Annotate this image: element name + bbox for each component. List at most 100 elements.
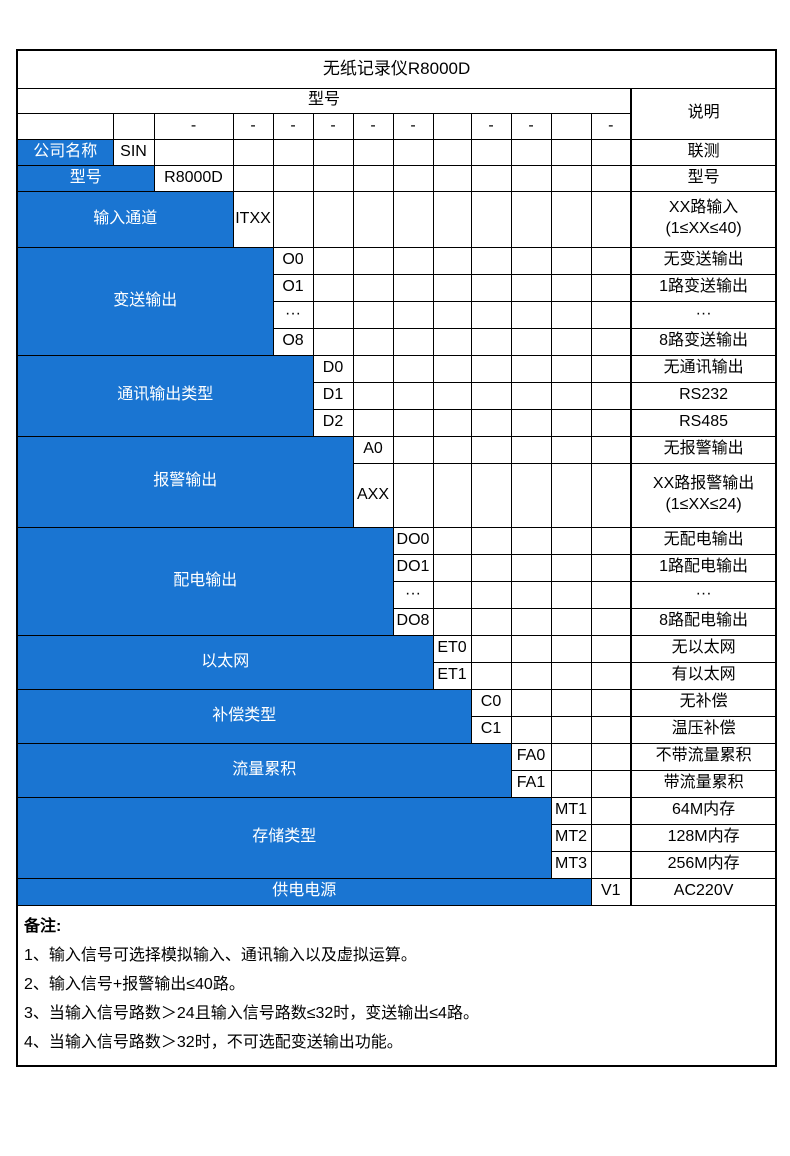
grid-cell — [392, 300, 434, 329]
grid-cell — [432, 354, 472, 383]
grid-cell — [550, 580, 592, 609]
grid-cell — [470, 246, 512, 275]
desc-cell: XX路报警输出 (1≤XX≤24) — [629, 462, 777, 528]
grid-cell — [550, 688, 592, 717]
model-selection-sheet: 无纸记录仪R8000D 型号 说明 --------- 公司名称 SIN 联测 … — [16, 49, 778, 1067]
grid-cell — [392, 273, 434, 302]
grid-cell — [392, 138, 434, 166]
table-row: AXX XX路报警输出 (1≤XX≤24) — [17, 462, 777, 528]
section-label-distribution-output: 配电输出 — [16, 526, 394, 636]
code-cell: O1 — [272, 273, 314, 302]
dash-cell: - — [312, 112, 354, 140]
table-row: 存储类型 MT1 64M内存 — [16, 796, 777, 879]
page-title: 无纸记录仪R8000D — [16, 49, 777, 89]
table-row: 公司名称 SIN 联测 — [16, 138, 777, 166]
desc-cell: 有以太网 — [629, 661, 777, 690]
code-cell: V1 — [590, 877, 632, 906]
grid-cell — [352, 164, 394, 192]
grid-cell — [550, 300, 592, 329]
grid-cell — [352, 138, 394, 166]
grid-cell — [432, 607, 472, 636]
grid-cell — [550, 769, 592, 798]
grid-cell — [352, 327, 394, 356]
grid-cell — [352, 190, 394, 248]
desc-cell: 无通讯输出 — [629, 354, 777, 383]
grid-cell — [470, 273, 512, 302]
section-label-model: 型号 — [16, 164, 155, 192]
grid-cell — [550, 138, 592, 166]
desc-cell: 8路变送输出 — [629, 327, 777, 356]
desc-cell: 128M内存 — [629, 823, 777, 852]
desc-cell: ··· — [629, 300, 777, 329]
code-cell: SIN — [112, 138, 155, 166]
section-label-compensation: 补偿类型 — [16, 688, 472, 744]
grid-cell — [590, 300, 632, 329]
grid-cell — [590, 462, 632, 528]
grid-cell — [510, 408, 552, 437]
grid-cell — [312, 246, 354, 275]
code-cell: D2 — [312, 408, 354, 437]
code-cell: ITXX — [232, 190, 274, 248]
table-row: 变送输出 O0 无变送输出 — [16, 246, 777, 356]
grid-cell — [470, 381, 512, 410]
notes-title: 备注: — [24, 917, 62, 935]
table-row: FA1 带流量累积 — [17, 769, 777, 798]
desc-cell: 无配电输出 — [629, 526, 777, 555]
grid-cell — [470, 607, 512, 636]
desc-cell: AC220V — [629, 877, 777, 906]
table-row: 型号 R8000D 型号 — [16, 164, 777, 192]
grid-cell — [392, 435, 434, 464]
grid-cell — [352, 246, 394, 275]
grid-cell — [590, 715, 632, 744]
desc-cell: RS485 — [629, 408, 777, 437]
grid-cell — [312, 273, 354, 302]
grid-cell — [590, 327, 632, 356]
grid-cell — [470, 190, 512, 248]
grid-cell — [470, 138, 512, 166]
grid-cell — [510, 661, 552, 690]
desc-cell: 无补偿 — [629, 688, 777, 717]
code-cell: A0 — [352, 435, 394, 464]
grid-cell — [470, 408, 512, 437]
grid-cell — [550, 327, 592, 356]
section-label-transmit-output: 变送输出 — [16, 246, 274, 356]
grid-cell — [153, 138, 234, 166]
grid-cell — [312, 190, 354, 248]
desc-cell: 1路变送输出 — [629, 273, 777, 302]
grid-cell — [510, 354, 552, 383]
dash-cell: - — [352, 112, 394, 140]
grid-cell — [392, 246, 434, 275]
table-row: C1 温压补偿 — [17, 715, 777, 744]
section-label-ethernet: 以太网 — [16, 634, 434, 690]
grid-cell — [352, 273, 394, 302]
table-row: MT2 128M内存 — [17, 823, 777, 852]
code-cell: O8 — [272, 327, 314, 356]
section-label-power-supply: 供电电源 — [16, 877, 592, 906]
grid-cell — [510, 138, 552, 166]
grid-cell — [470, 300, 512, 329]
grid-cell — [510, 526, 552, 555]
dash-cell: - — [470, 112, 512, 140]
grid-cell — [432, 273, 472, 302]
table-row: 以太网 ET0 无以太网 — [16, 634, 777, 690]
section-label-storage: 存储类型 — [16, 796, 552, 879]
grid-cell — [432, 408, 472, 437]
desc-cell: 8路配电输出 — [629, 607, 777, 636]
grid-cell — [432, 580, 472, 609]
code-cell: MT2 — [550, 823, 592, 852]
grid-cell — [550, 408, 592, 437]
grid-cell — [510, 190, 552, 248]
grid-cell — [550, 742, 592, 771]
grid-cell — [590, 769, 632, 798]
desc-cell: 无报警输出 — [629, 435, 777, 464]
grid-cell — [432, 300, 472, 329]
dash-cell — [16, 112, 114, 140]
section-label-flow-accumulation: 流量累积 — [16, 742, 512, 798]
code-cell: DO8 — [392, 607, 434, 636]
section-label-input-channels: 输入通道 — [16, 190, 234, 248]
grid-cell — [590, 823, 632, 852]
grid-cell — [590, 526, 632, 555]
grid-cell — [590, 190, 632, 248]
grid-cell — [550, 661, 592, 690]
note-item: 3、当输入信号路数＞24且输入信号路数≤32时，变送输出≤4路。 — [24, 1004, 479, 1022]
